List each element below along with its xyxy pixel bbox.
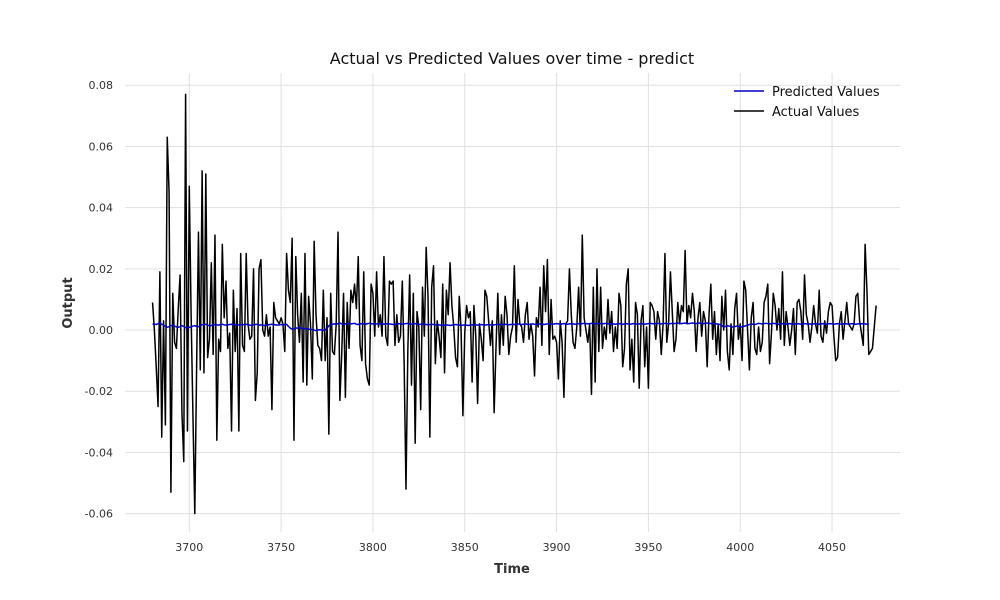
- x-tick-label: 3700: [175, 541, 203, 554]
- y-tick-label: 0.04: [89, 202, 114, 215]
- legend-label-actual: Actual Values: [772, 105, 860, 120]
- series-line-predicted: [152, 322, 869, 332]
- x-tick-label: 3750: [267, 541, 295, 554]
- y-tick-label: 0.06: [89, 140, 114, 153]
- x-tick-label: 4000: [726, 541, 754, 554]
- x-tick-label: 4050: [818, 541, 846, 554]
- y-axis-label: Output: [61, 277, 76, 328]
- x-axis-label: Time: [494, 562, 530, 577]
- legend-label-predicted: Predicted Values: [772, 85, 880, 100]
- y-tick-label: 0.00: [89, 324, 114, 337]
- legend: Predicted Values Actual Values: [734, 85, 880, 120]
- y-tick-label: -0.02: [85, 385, 113, 398]
- x-tick-label: 3800: [359, 541, 387, 554]
- x-tick-label: 3950: [634, 541, 662, 554]
- y-tick-label: -0.06: [85, 508, 113, 521]
- x-tick-label: 3900: [543, 541, 571, 554]
- y-tick-label: -0.04: [85, 446, 113, 459]
- x-axis-ticks: 3700 3750 3800 3850 3900 3950 4000 4050: [175, 541, 846, 554]
- y-axis-ticks: -0.06 -0.04 -0.02 0.00 0.02 0.04 0.06 0.08: [85, 79, 113, 520]
- x-tick-label: 3850: [451, 541, 479, 554]
- y-tick-label: 0.08: [89, 79, 114, 92]
- series-line-actual: [151, 93, 877, 515]
- y-tick-label: 0.02: [89, 263, 114, 276]
- series-layer: [151, 93, 877, 515]
- chart-title: Actual vs Predicted Values over time - p…: [330, 49, 694, 68]
